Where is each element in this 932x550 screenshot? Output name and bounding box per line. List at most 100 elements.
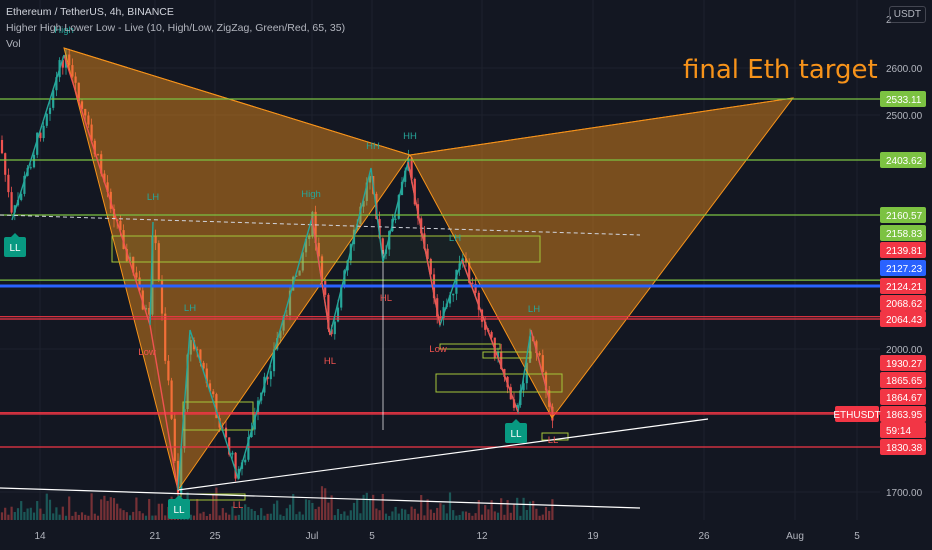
volume-bar — [52, 513, 55, 520]
price-label-bg — [880, 91, 926, 107]
price-label-text: 1865.65 — [886, 376, 923, 387]
volume-bar — [282, 515, 285, 520]
pivot-label: Low — [429, 344, 447, 355]
candle-body — [404, 170, 407, 182]
badge-label: LL — [173, 505, 185, 516]
candle-body — [0, 140, 4, 154]
candle-body — [170, 380, 173, 419]
volume-bar — [240, 507, 244, 520]
candle-body — [234, 452, 237, 479]
volume-bar — [471, 515, 474, 520]
currency-button[interactable]: USDT — [888, 6, 926, 23]
volume-bar — [205, 515, 208, 520]
x-tick-label: Jul — [306, 531, 319, 542]
volume-bar — [48, 499, 52, 520]
volume-bar — [138, 511, 141, 520]
candle-body — [410, 157, 413, 179]
candle-body — [525, 362, 528, 384]
volume-bar — [119, 508, 122, 520]
candle-body — [253, 414, 256, 430]
volume-bar — [199, 513, 202, 520]
volume-bar — [356, 499, 359, 520]
volume-bar — [548, 510, 551, 520]
volume-bar — [164, 515, 167, 520]
candle-body — [135, 272, 138, 278]
indicator-legend[interactable]: Higher High Lower Low - Live (10, High/L… — [6, 22, 346, 34]
volume-bar — [276, 500, 279, 520]
volume-bar — [39, 508, 42, 520]
price-label-text: 2403.62 — [886, 156, 923, 167]
candle-body — [516, 404, 519, 408]
zigzag-red-d — [530, 329, 554, 415]
candle-body — [340, 287, 343, 308]
candle-body — [23, 175, 26, 194]
x-tick-label: 26 — [698, 531, 710, 542]
pivot-label: HL — [380, 293, 392, 304]
volume-bar — [381, 493, 384, 520]
candle-body — [538, 353, 541, 356]
candle-body — [228, 437, 231, 455]
volume-bar — [407, 514, 410, 520]
support-trendline — [177, 418, 709, 491]
volume-bar — [439, 503, 442, 520]
volume-bar — [551, 499, 554, 520]
candle-body — [128, 256, 132, 261]
time-axis[interactable]: 14 21 25 Jul 5 12 19 26 Aug 5 — [0, 520, 932, 550]
price-label-text: 2158.83 — [886, 229, 923, 240]
volume-bar — [538, 515, 541, 520]
volume-bar — [212, 494, 215, 520]
zone-box — [435, 373, 563, 393]
volume-bar — [330, 495, 333, 520]
volume-bar — [509, 512, 512, 520]
price-label-bg — [880, 295, 926, 311]
candle-body — [77, 82, 80, 102]
price-label-bg — [880, 389, 926, 405]
volume-bar — [400, 508, 404, 520]
trend-lines — [0, 214, 709, 509]
volume-legend[interactable]: Vol — [6, 38, 21, 50]
price-label-text: 59:14 — [886, 426, 911, 437]
symbol-title[interactable]: Ethereum / TetherUS, 4h, BINANCE — [6, 6, 174, 18]
volume-bar — [106, 500, 109, 520]
candle-body — [298, 270, 301, 276]
volume-bar — [480, 514, 484, 520]
candle-body — [160, 280, 164, 314]
price-label-text: 2533.11 — [886, 95, 922, 106]
candle-body — [522, 383, 525, 391]
volume-bar — [192, 515, 196, 520]
candle-body — [541, 355, 544, 373]
candle-body — [125, 249, 128, 261]
volume-bar — [272, 503, 276, 520]
volume-bar — [541, 514, 544, 520]
volume-bar — [500, 498, 503, 520]
volume-bar — [314, 509, 317, 520]
volume-bar — [496, 512, 500, 520]
price-label-text: 2127.23 — [886, 264, 923, 275]
candle-body — [205, 368, 208, 384]
candle-body — [250, 429, 253, 437]
candle-body — [96, 154, 100, 156]
candle-body — [132, 256, 135, 273]
candle-body — [317, 242, 320, 257]
candle-body — [231, 452, 234, 455]
zigzag-mid — [149, 221, 154, 326]
volume-bar — [365, 492, 368, 520]
candle-body — [381, 238, 384, 254]
candle-body — [196, 349, 199, 351]
volume-bar — [196, 498, 199, 520]
y-tick-label: 2600.00 — [886, 64, 923, 75]
volume-bar — [528, 501, 532, 520]
volume-bar — [26, 508, 29, 520]
volume-bar — [516, 497, 519, 520]
price-label-bg — [880, 242, 926, 258]
volume-bar — [474, 513, 477, 520]
volume-bar — [154, 515, 157, 520]
volume-bar — [362, 494, 365, 520]
volume-bar — [103, 495, 106, 520]
badge-pointer — [512, 419, 520, 423]
candle-body — [186, 354, 189, 410]
candle-body — [266, 376, 269, 380]
volume-bar — [442, 504, 445, 520]
x-tick-label: 5 — [369, 531, 375, 542]
